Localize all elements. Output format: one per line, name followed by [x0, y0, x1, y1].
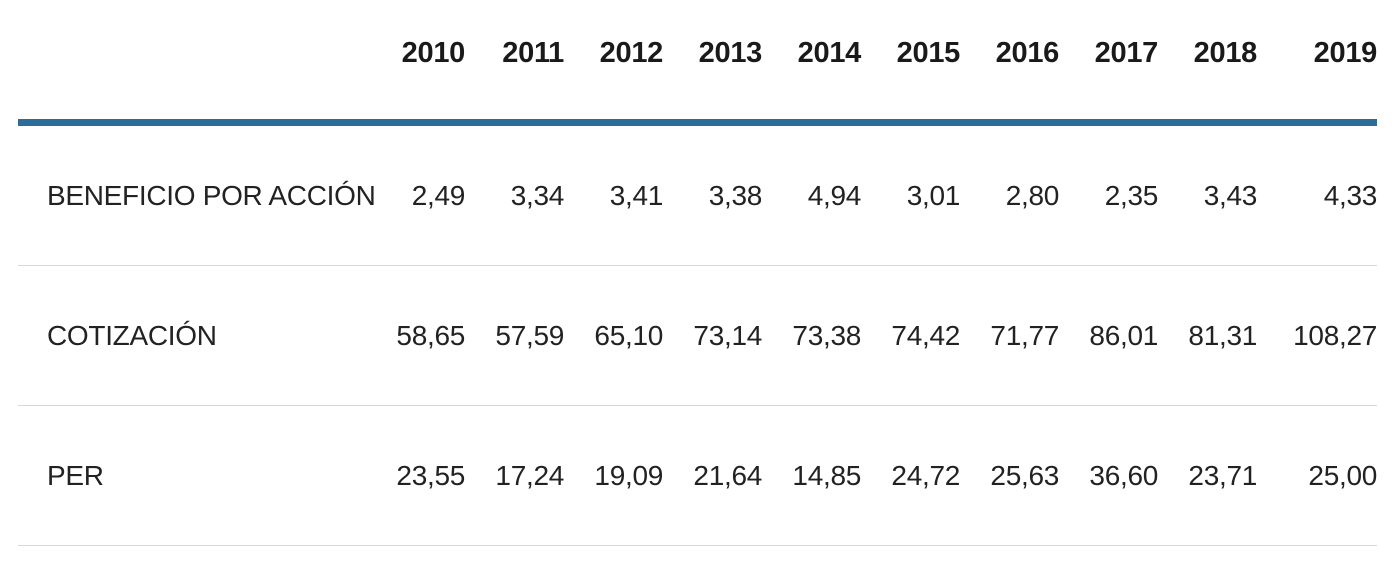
- table-cell: 3,34: [465, 122, 564, 266]
- year-header-2015: 2015: [861, 0, 960, 126]
- table-cell: 71,77: [960, 265, 1059, 406]
- table-cell: 3,01: [861, 122, 960, 266]
- table-cell: 58,65: [366, 265, 465, 406]
- table-cell: 36,60: [1059, 405, 1158, 546]
- table-cell: 74,42: [861, 265, 960, 406]
- table-cell: 19,09: [564, 405, 663, 546]
- table-cell: 73,38: [762, 265, 861, 406]
- table-cell: 3,41: [564, 122, 663, 266]
- table-cell: 17,24: [465, 405, 564, 546]
- year-header-2019: 2019: [1257, 0, 1377, 126]
- financial-metrics-table: 2010 2011 2012 2013 2014 2015 2016 2017 …: [18, 0, 1377, 546]
- table-cell: 65,10: [564, 265, 663, 406]
- year-header-2016: 2016: [960, 0, 1059, 126]
- table-cell: 2,49: [366, 122, 465, 266]
- year-header-2011: 2011: [465, 0, 564, 126]
- table-row-beneficio-por-accion: BENEFICIO POR ACCIÓN 2,49 3,34 3,41 3,38…: [18, 122, 1377, 266]
- table-cell: 57,59: [465, 265, 564, 406]
- year-header-2013: 2013: [663, 0, 762, 126]
- table-cell: 14,85: [762, 405, 861, 546]
- table-cell: 3,43: [1158, 122, 1257, 266]
- row-label-beneficio-por-accion: BENEFICIO POR ACCIÓN: [18, 122, 376, 266]
- corner-cell: [18, 0, 366, 126]
- table-cell: 24,72: [861, 405, 960, 546]
- table-header-row: 2010 2011 2012 2013 2014 2015 2016 2017 …: [18, 0, 1377, 126]
- table-cell: 86,01: [1059, 265, 1158, 406]
- year-header-2014: 2014: [762, 0, 861, 126]
- year-header-2012: 2012: [564, 0, 663, 126]
- year-header-2017: 2017: [1059, 0, 1158, 126]
- table-cell: 4,94: [762, 122, 861, 266]
- table-row-cotizacion: COTIZACIÓN 58,65 57,59 65,10 73,14 73,38…: [18, 265, 1377, 406]
- table-cell: 25,00: [1257, 405, 1377, 546]
- table-cell: 2,80: [960, 122, 1059, 266]
- table-cell: 108,27: [1257, 265, 1377, 406]
- table-row-per: PER 23,55 17,24 19,09 21,64 14,85 24,72 …: [18, 405, 1377, 546]
- year-header-2018: 2018: [1158, 0, 1257, 126]
- table-cell: 3,38: [663, 122, 762, 266]
- table-cell: 23,55: [366, 405, 465, 546]
- row-label-cotizacion: COTIZACIÓN: [18, 265, 366, 406]
- table-cell: 25,63: [960, 405, 1059, 546]
- table-cell: 21,64: [663, 405, 762, 546]
- row-label-per: PER: [18, 405, 366, 546]
- year-header-2010: 2010: [366, 0, 465, 126]
- table-cell: 81,31: [1158, 265, 1257, 406]
- table-cell: 73,14: [663, 265, 762, 406]
- table-cell: 2,35: [1059, 122, 1158, 266]
- table-cell: 4,33: [1257, 122, 1377, 266]
- table-cell: 23,71: [1158, 405, 1257, 546]
